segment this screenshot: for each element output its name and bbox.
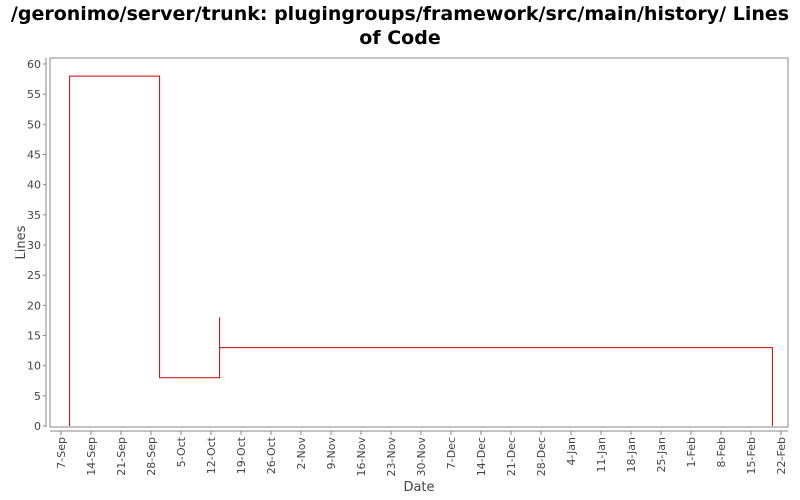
x-tick-label: 12-Oct [205, 436, 218, 474]
series-line [69, 75, 773, 426]
x-tick-label: 30-Nov [415, 437, 428, 477]
x-tick-label: 2-Nov [295, 437, 308, 470]
y-tick-label: 20 [27, 299, 41, 312]
x-tick-label: 7-Dec [445, 437, 458, 469]
y-tick-label: 15 [27, 330, 41, 343]
x-tick-label: 19-Oct [235, 436, 248, 474]
y-tick-label: 40 [27, 179, 41, 192]
x-tick-label: 14-Dec [475, 437, 488, 476]
x-tick-label: 22-Feb [775, 437, 788, 474]
x-tick-label: 28-Dec [535, 437, 548, 476]
y-tick-label: 10 [27, 360, 41, 373]
y-axis-label: Lines [14, 225, 29, 259]
x-tick-label: 9-Nov [325, 437, 338, 470]
y-tick-label: 50 [27, 118, 41, 131]
x-tick-label: 21-Sep [115, 437, 128, 476]
x-tick-label: 4-Jan [565, 437, 578, 466]
x-tick-label: 18-Jan [625, 437, 638, 473]
plot-area [49, 57, 789, 428]
y-tick-label: 25 [27, 269, 41, 282]
x-tick-label: 23-Nov [385, 437, 398, 477]
series-layer [69, 75, 773, 426]
x-tick-label: 5-Oct [175, 436, 188, 467]
y-tick-label: 35 [27, 209, 41, 222]
x-tick-label: 26-Oct [265, 436, 278, 474]
x-tick-label: 11-Jan [595, 437, 608, 473]
y-tick-label: 0 [34, 420, 41, 433]
x-tick-label: 16-Nov [355, 437, 368, 477]
x-tick-label: 21-Dec [505, 437, 518, 476]
x-axis-label: Date [403, 480, 434, 495]
x-tick-label: 7-Sep [55, 437, 68, 469]
y-tick-label: 60 [27, 58, 41, 71]
x-tick-label: 25-Jan [655, 437, 668, 473]
x-tick-label: 1-Feb [685, 437, 698, 467]
y-axis: 0 5 10 15 20 25 30 35 40 45 50 55 60 [27, 58, 47, 433]
x-axis: 7-Sep 14-Sep 21-Sep 28-Sep 5-Oct 12-Oct 19-Oct… [50, 430, 788, 477]
y-tick-label: 5 [34, 390, 41, 403]
y-tick-label: 30 [27, 239, 41, 252]
x-tick-label: 14-Sep [85, 437, 98, 476]
x-tick-label: 28-Sep [145, 437, 158, 476]
y-tick-label: 45 [27, 149, 41, 162]
x-tick-label: 15-Feb [745, 437, 758, 474]
y-tick-label: 55 [27, 88, 41, 101]
chart-title: /geronimo/server/trunk: plugingroups/fra… [10, 3, 790, 49]
x-tick-label: 8-Feb [715, 437, 728, 467]
